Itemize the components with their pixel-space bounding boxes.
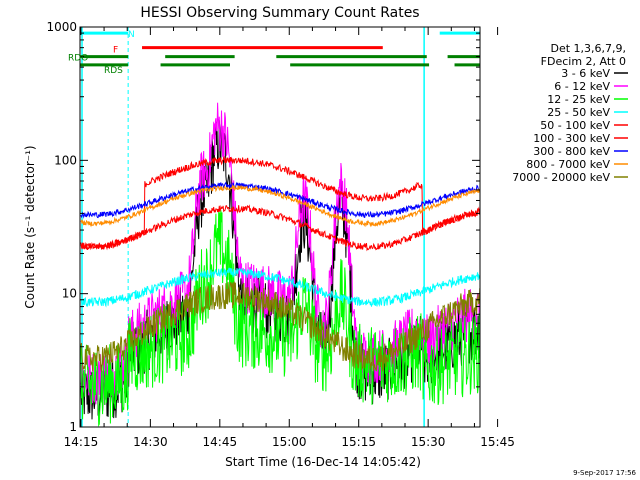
- plot-frame: [79, 26, 481, 428]
- plot-area: [80, 27, 480, 427]
- status-bar-label-2: RDO: [68, 54, 88, 64]
- legend-label-5: 100 - 300 keV: [533, 132, 610, 145]
- series-line-5: [80, 204, 480, 252]
- y-tick-label-3: 1000: [46, 20, 77, 34]
- legend-label-6: 300 - 800 keV: [533, 145, 610, 158]
- x-axis-label: Start Time (16-Dec-14 14:05:42): [225, 455, 421, 469]
- x-tick-label-4: 15:15: [341, 435, 376, 449]
- series-line-3: [80, 267, 480, 308]
- y-axis-label: Count Rate (s⁻¹ detector⁻¹): [23, 145, 37, 308]
- status-bar-label-0: N: [128, 30, 135, 40]
- footer-timestamp: 9-Sep-2017 17:56: [573, 469, 636, 477]
- legend-label-0: 3 - 6 keV: [561, 67, 610, 80]
- x-tick-label-3: 15:00: [272, 435, 307, 449]
- axis-ticks: 14:15 14:30 14:45 15:00 15:15 15:30 15:45 1 10 10…: [46, 20, 514, 449]
- legend-label-2: 12 - 25 keV: [547, 93, 610, 106]
- y-tick-label-1: 10: [62, 287, 77, 301]
- legend-label-1: 6 - 12 keV: [554, 80, 610, 93]
- series-line-6: [80, 181, 480, 219]
- legend-header-0: Det 1,3,6,7,9,: [550, 42, 626, 55]
- x-tick-label-5: 15:30: [411, 435, 446, 449]
- x-tick-label-6: 15:45: [480, 435, 515, 449]
- series-line-7: [80, 183, 480, 228]
- series-line-4: [80, 155, 480, 251]
- y-tick-label-0: 1: [69, 420, 77, 434]
- legend: Det 1,3,6,7,9,FDecim 2, Att 03 - 6 keV6 …: [512, 42, 628, 184]
- legend-label-7: 800 - 7000 keV: [526, 158, 610, 171]
- legend-header-1: FDecim 2, Att 0: [541, 55, 626, 68]
- y-tick-label-2: 100: [54, 153, 77, 167]
- legend-label-3: 25 - 50 keV: [547, 106, 610, 119]
- x-tick-label-1: 14:30: [133, 435, 168, 449]
- x-tick-label-0: 14:15: [64, 435, 99, 449]
- status-bar-label-3: RDS: [104, 66, 123, 76]
- series-line-8: [80, 281, 480, 372]
- chart-title: HESSI Observing Summary Count Rates: [140, 5, 419, 21]
- status-bar-label-1: F: [113, 46, 118, 56]
- legend-label-8: 7000 - 20000 keV: [512, 171, 610, 184]
- legend-label-4: 50 - 100 keV: [540, 119, 610, 132]
- x-tick-label-2: 14:45: [203, 435, 238, 449]
